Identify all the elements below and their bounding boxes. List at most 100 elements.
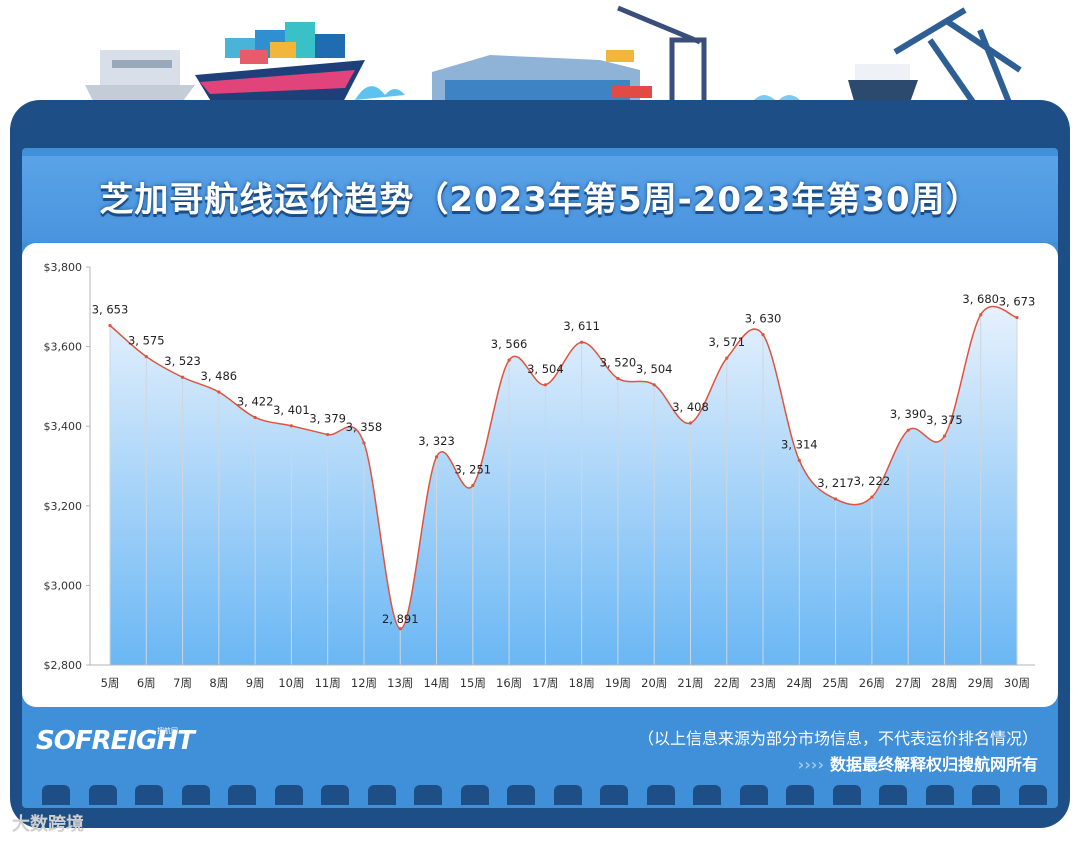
rights-text: 数据最终解释权归搜航网所有 <box>829 755 1038 774</box>
logo-sub: 搜航网 <box>157 727 178 735</box>
decor-tab <box>274 785 303 805</box>
x-tick-label: 26周 <box>859 676 885 690</box>
y-tick-label: $3,200 <box>44 500 83 513</box>
data-label: 3, 673 <box>999 295 1036 309</box>
y-tick-label: $3,600 <box>44 341 83 354</box>
data-point <box>362 441 366 445</box>
y-tick-label: $3,000 <box>44 579 83 592</box>
data-label: 3, 314 <box>781 437 818 451</box>
data-point <box>725 356 729 360</box>
data-label: 2, 891 <box>382 612 419 626</box>
decor-tab <box>925 785 954 805</box>
data-label: 3, 486 <box>201 369 238 383</box>
data-label: 3, 611 <box>563 319 600 333</box>
data-label: 3, 217 <box>817 476 854 490</box>
data-label: 3, 379 <box>309 412 346 426</box>
data-point <box>471 483 475 488</box>
data-point <box>434 455 439 459</box>
x-tick-label: 28周 <box>931 676 957 690</box>
data-label: 3, 251 <box>455 463 492 477</box>
cargo-ship-icon <box>195 22 365 108</box>
data-label: 3, 680 <box>962 292 999 306</box>
data-point <box>398 627 402 631</box>
data-point <box>688 421 693 425</box>
data-label: 3, 504 <box>636 362 673 376</box>
warehouse-icon <box>432 55 652 100</box>
data-point <box>108 323 112 328</box>
x-tick-label: 12周 <box>351 676 377 690</box>
data-point <box>942 434 947 438</box>
decor-tab <box>460 785 489 805</box>
data-label: 3, 401 <box>273 403 310 417</box>
x-tick-label: 6周 <box>137 676 156 690</box>
arrows-icon: ›››› <box>797 755 824 774</box>
decor-tab <box>786 785 814 805</box>
y-tick-label: $3,400 <box>44 420 83 433</box>
data-point <box>217 390 221 394</box>
decor-tab <box>367 785 396 805</box>
data-label: 3, 571 <box>708 335 745 349</box>
data-label: 3, 630 <box>745 312 782 326</box>
x-tick-label: 20周 <box>641 676 667 690</box>
data-point <box>834 497 838 501</box>
x-tick-label: 24周 <box>786 676 812 690</box>
data-point <box>543 383 547 387</box>
data-point <box>797 458 801 463</box>
data-label: 3, 504 <box>527 362 564 376</box>
title-band <box>22 156 1058 242</box>
data-point <box>906 428 910 432</box>
data-point <box>326 432 330 437</box>
decor-tab <box>1018 785 1047 805</box>
y-tick-label: $3,800 <box>44 261 83 274</box>
data-point <box>979 313 983 317</box>
area-fill <box>110 306 1017 665</box>
x-tick-label: 8周 <box>209 676 228 690</box>
data-label: 3, 422 <box>237 394 274 408</box>
data-point <box>761 333 765 337</box>
data-point <box>507 358 511 362</box>
decor-tab <box>135 785 163 805</box>
decor-tab <box>321 785 349 805</box>
data-point <box>580 340 584 344</box>
data-point <box>870 495 874 499</box>
decor-tab <box>972 785 1000 805</box>
x-tick-label: 21周 <box>677 676 703 690</box>
data-point <box>1015 315 1019 320</box>
x-tick-label: 23周 <box>750 676 776 690</box>
x-tick-label: 7周 <box>173 676 192 690</box>
data-label: 3, 653 <box>92 303 129 317</box>
rights-line: ›››› 数据最终解释权归搜航网所有 <box>798 751 1038 775</box>
decor-tab <box>507 785 535 805</box>
data-label: 3, 523 <box>164 354 201 368</box>
x-tick-label: 11周 <box>315 676 341 690</box>
data-label: 3, 323 <box>418 434 455 448</box>
data-point <box>616 376 620 381</box>
y-tick-label: $2,800 <box>44 659 83 672</box>
data-label: 3, 575 <box>128 334 165 348</box>
ship-to-shore-crane-icon <box>893 7 1022 107</box>
x-tick-label: 18周 <box>569 676 595 690</box>
data-point <box>289 424 293 428</box>
x-tick-label: 30周 <box>1004 676 1030 690</box>
x-tick-label: 13周 <box>387 676 413 690</box>
logo: SOFREIGHT <box>36 726 195 756</box>
x-tick-label: 25周 <box>823 676 849 690</box>
decor-tab <box>181 785 210 805</box>
decor-tab <box>879 785 907 805</box>
data-label: 3, 566 <box>491 337 528 351</box>
decor-tab <box>600 785 628 805</box>
data-label: 3, 375 <box>926 413 963 427</box>
x-tick-label: 17周 <box>532 676 558 690</box>
x-tick-label: 19周 <box>605 676 631 690</box>
data-label: 3, 358 <box>346 420 383 434</box>
decor-tab <box>88 785 117 805</box>
x-tick-label: 16周 <box>496 676 522 690</box>
x-tick-label: 14周 <box>423 676 449 690</box>
decor-tab <box>228 785 256 805</box>
data-point <box>180 375 185 379</box>
data-label: 3, 390 <box>890 407 927 421</box>
x-tick-label: 15周 <box>460 676 486 690</box>
x-tick-label: 22周 <box>714 676 740 690</box>
decor-tab <box>553 785 582 805</box>
